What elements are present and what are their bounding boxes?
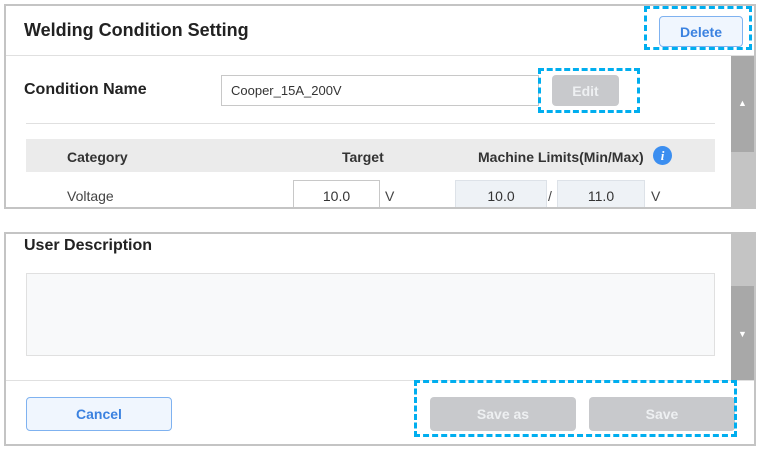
header-category: Category [67,149,128,165]
footer-divider [6,380,754,381]
limit-max-field: 11.0 [557,180,645,207]
save-as-button[interactable]: Save as [430,397,576,431]
dialog-title: Welding Condition Setting [24,20,249,40]
scroll-up-icon[interactable]: ▲ [738,98,747,108]
condition-name-input[interactable]: Cooper_15A_200V [221,75,539,106]
header-target: Target [342,149,384,165]
target-unit: V [385,188,395,204]
scroll-thumb[interactable] [731,56,754,152]
limit-separator: / [548,188,552,204]
top-panel: Welding Condition Setting Delete Conditi… [4,4,756,209]
scrollbar-top[interactable]: ▲ [731,56,754,207]
header-machine-limits: Machine Limits(Min/Max) [478,149,644,165]
cancel-button[interactable]: Cancel [26,397,172,431]
row-category: Voltage [67,188,114,204]
scroll-down-icon[interactable]: ▼ [738,329,747,339]
target-input[interactable]: 10.0 [293,180,380,207]
scrollbar-bottom[interactable]: ▼ [731,234,754,380]
edit-button[interactable]: Edit [552,75,619,106]
user-description-textarea[interactable] [26,273,715,356]
user-description-label: User Description [24,237,153,254]
bottom-panel: User Description Cancel Save as Save ▼ [4,232,756,446]
limit-min-field: 10.0 [455,180,547,207]
section-divider [26,123,715,124]
info-icon[interactable]: i [653,146,672,165]
limit-unit: V [651,188,661,204]
delete-button[interactable]: Delete [659,16,743,47]
save-button[interactable]: Save [589,397,735,431]
header-divider [6,55,754,56]
condition-name-label: Condition Name [24,81,147,98]
table-header: Category Target Machine Limits(Min/Max) … [26,139,715,172]
scroll-thumb-lower[interactable] [731,286,754,380]
